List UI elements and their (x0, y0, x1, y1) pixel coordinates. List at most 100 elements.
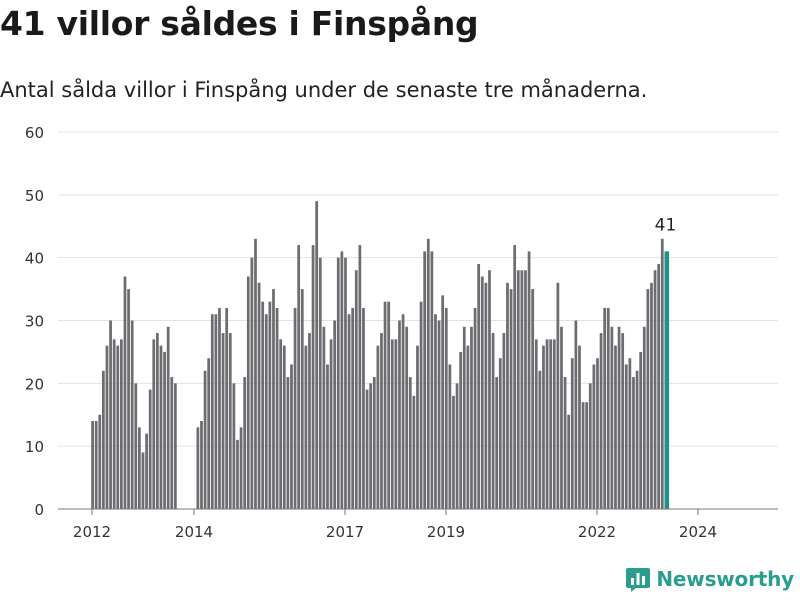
bar (394, 339, 398, 509)
bar (322, 326, 326, 509)
bar (268, 301, 272, 509)
bar (94, 421, 98, 509)
x-tick-label: 2019 (427, 523, 465, 540)
bar (297, 245, 301, 509)
bar (531, 289, 535, 509)
bar (416, 345, 419, 509)
bar (174, 383, 177, 509)
bar (308, 333, 311, 509)
bar (207, 358, 211, 509)
bar (300, 289, 304, 509)
bar (156, 333, 159, 509)
bar (109, 320, 112, 509)
bar (246, 276, 250, 509)
bar (441, 295, 445, 509)
bar (358, 245, 362, 509)
bar (653, 270, 657, 509)
bar (642, 326, 646, 509)
bar (214, 314, 218, 509)
bar (660, 238, 664, 509)
bar (347, 314, 351, 509)
bar (606, 307, 610, 509)
y-tick-label: 0 (34, 501, 44, 519)
bar (362, 307, 365, 509)
bar (365, 389, 369, 509)
bar (495, 377, 499, 509)
bar (444, 307, 448, 509)
bar (628, 358, 632, 509)
bar (159, 345, 163, 509)
bar (624, 364, 628, 509)
bar (282, 345, 286, 509)
bar (210, 314, 214, 509)
bar-chart: 0 10 20 30 40 50 60 41 2012 2014 2017 2019 2022 2024 (25, 124, 778, 540)
x-tick-label: 2024 (679, 523, 717, 540)
bar (423, 251, 427, 509)
bar (112, 339, 116, 509)
bar (318, 257, 322, 509)
bar (596, 358, 599, 509)
bar (166, 326, 170, 509)
bar (148, 389, 152, 509)
bar (91, 421, 94, 509)
bar (552, 339, 556, 509)
bar (617, 326, 621, 509)
bar (243, 377, 247, 509)
bar (430, 251, 434, 509)
bar (369, 383, 373, 509)
bar (452, 395, 455, 509)
bar (398, 320, 401, 509)
bar (123, 276, 127, 509)
bar (293, 307, 297, 509)
bar (218, 307, 221, 509)
bar (408, 377, 412, 509)
bar (387, 301, 391, 509)
x-tick-label: 2017 (326, 523, 364, 540)
bar (509, 289, 513, 509)
latest-value-label: 41 (655, 215, 677, 235)
bar (527, 251, 531, 509)
bar (170, 377, 174, 509)
bar (549, 339, 553, 509)
bar (491, 333, 495, 509)
bar (578, 345, 581, 509)
bar (473, 307, 477, 509)
bar (372, 377, 376, 509)
bar (275, 307, 279, 509)
bar (152, 339, 156, 509)
bar (254, 238, 257, 509)
bar (502, 333, 506, 509)
bar (116, 345, 120, 509)
bar (632, 377, 635, 509)
bar (560, 326, 563, 509)
bar (261, 301, 265, 509)
bar (333, 320, 337, 509)
bar (232, 383, 236, 509)
bar (225, 307, 229, 509)
bar (390, 339, 394, 509)
bar (329, 339, 333, 509)
bar (426, 238, 430, 509)
bar (311, 245, 315, 509)
bar (506, 282, 509, 509)
bar (120, 339, 123, 509)
x-tick-label: 2014 (175, 523, 213, 540)
bar (134, 383, 138, 509)
bar (304, 345, 308, 509)
bar (635, 370, 639, 509)
bar (434, 314, 437, 509)
bar (354, 270, 358, 509)
bar (326, 364, 329, 509)
bar (138, 427, 141, 509)
bar (127, 289, 130, 509)
bar (524, 270, 527, 509)
bar (264, 314, 268, 509)
bar (448, 364, 452, 509)
bar (574, 320, 578, 509)
bar-latest (664, 251, 670, 509)
bar (513, 245, 517, 509)
bar (200, 421, 203, 509)
bar (480, 276, 484, 509)
bar (610, 326, 614, 509)
bar (239, 427, 243, 509)
